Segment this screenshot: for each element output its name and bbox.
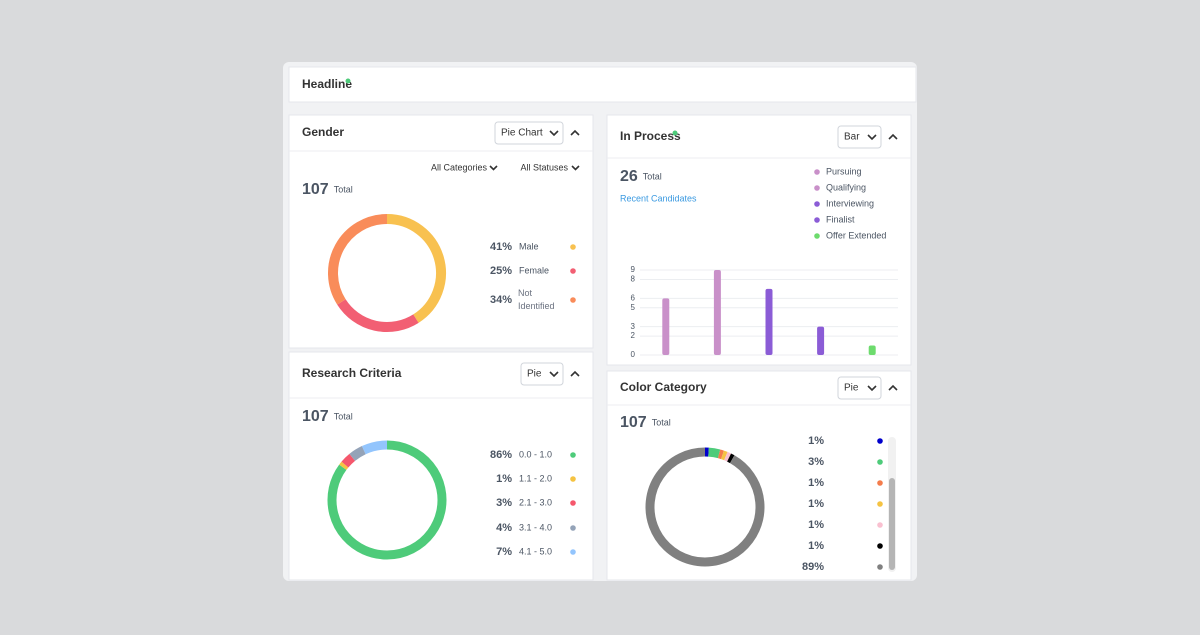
donut-segment xyxy=(723,455,726,456)
legend-dot xyxy=(877,501,883,507)
legend-value: 3% xyxy=(808,456,824,468)
legend-dot xyxy=(877,459,883,465)
status-dot xyxy=(673,131,678,136)
color-category-panel xyxy=(607,371,911,580)
legend-value: 1% xyxy=(808,498,824,510)
dropdown-label[interactable]: Pie xyxy=(527,369,542,380)
donut-segment xyxy=(719,454,722,455)
legend-label: Offer Extended xyxy=(826,230,886,240)
total-label: Total xyxy=(643,171,662,181)
legend-dot xyxy=(570,476,576,482)
legend-label: 4.1 - 5.0 xyxy=(519,546,552,556)
donut-segment xyxy=(345,457,352,464)
legend-value: 34% xyxy=(490,294,512,306)
legend-label: Male xyxy=(519,241,539,251)
status-dot xyxy=(346,79,351,84)
legend-dot xyxy=(570,244,576,250)
legend-dot xyxy=(814,233,820,239)
legend-dot xyxy=(570,452,576,458)
legend-value: 1% xyxy=(808,540,824,552)
legend-value: 41% xyxy=(490,241,512,253)
legend-dot xyxy=(877,522,883,528)
legend-value: 4% xyxy=(496,522,512,534)
legend-dot xyxy=(570,500,576,506)
legend-value: 86% xyxy=(490,449,512,461)
legend-dot xyxy=(570,297,576,303)
legend-label: 3.1 - 4.0 xyxy=(519,522,552,532)
y-tick-label: 8 xyxy=(631,275,636,284)
scroll-thumb[interactable] xyxy=(889,478,895,570)
total: 107 xyxy=(620,414,647,431)
total-label: Total xyxy=(652,417,671,427)
legend-label: Interviewing xyxy=(826,198,874,208)
y-tick-label: 9 xyxy=(631,265,636,274)
filter[interactable]: All Categories xyxy=(431,162,488,172)
legend-dot xyxy=(877,564,883,570)
legend-label: 2.1 - 3.0 xyxy=(519,497,552,507)
headline: Headline xyxy=(302,77,352,91)
bar xyxy=(766,289,773,355)
legend-label: 1.1 - 2.0 xyxy=(519,473,552,483)
dropdown-label[interactable]: Bar xyxy=(844,132,860,143)
y-tick-label: 6 xyxy=(631,293,636,302)
total: 107 xyxy=(302,408,329,425)
donut-segment xyxy=(343,465,345,468)
legend-dot xyxy=(814,185,820,191)
legend-value: 1% xyxy=(808,519,824,531)
legend-dot xyxy=(877,438,883,444)
panel-title: Gender xyxy=(302,125,344,139)
legend-dot xyxy=(570,268,576,274)
y-tick-label: 3 xyxy=(631,322,636,331)
legend-value: 1% xyxy=(808,477,824,489)
filter[interactable]: All Statuses xyxy=(520,162,568,172)
legend-value: 3% xyxy=(496,497,512,509)
bar xyxy=(714,270,721,355)
y-tick-label: 2 xyxy=(631,331,636,340)
panel-title: Color Category xyxy=(620,380,707,394)
legend-dot xyxy=(814,217,820,223)
legend-value: 25% xyxy=(490,265,512,277)
legend-dot xyxy=(877,543,883,549)
legend-label: Pursuing xyxy=(826,166,862,176)
dropdown-label[interactable]: Pie Chart xyxy=(501,128,543,139)
legend-value: 7% xyxy=(496,546,512,558)
legend-value: 1% xyxy=(808,435,824,447)
bar xyxy=(817,327,824,355)
dropdown-label[interactable]: Pie xyxy=(844,383,859,394)
legend-dot xyxy=(570,525,576,531)
legend-label-box: Not Identified xyxy=(518,287,562,317)
total: 26 xyxy=(620,168,638,185)
bar xyxy=(662,298,669,355)
panel-title: In Process xyxy=(620,129,681,143)
total-label: Total xyxy=(334,411,353,421)
legend-dot xyxy=(877,480,883,486)
donut-segment xyxy=(364,445,387,450)
legend-dot xyxy=(814,169,820,175)
legend-label: 0.0 - 1.0 xyxy=(519,449,552,459)
legend-dot xyxy=(814,201,820,207)
legend-label: Finalist xyxy=(826,214,855,224)
donut-segment xyxy=(709,452,720,454)
total-label: Total xyxy=(334,184,353,194)
panel-title: Research Criteria xyxy=(302,366,402,380)
legend-label: Qualifying xyxy=(826,182,866,192)
link[interactable]: Recent Candidates xyxy=(620,193,697,203)
headline-panel xyxy=(289,67,916,102)
legend-dot xyxy=(570,549,576,555)
legend-label: Not Identified xyxy=(518,287,562,313)
bar xyxy=(869,346,876,355)
total: 107 xyxy=(302,181,329,198)
legend-label: Female xyxy=(519,265,549,275)
legend-value: 89% xyxy=(802,561,824,573)
y-tick-label: 0 xyxy=(631,350,636,359)
legend-value: 1% xyxy=(496,473,512,485)
y-tick-label: 5 xyxy=(631,303,636,312)
donut-segment xyxy=(729,458,732,460)
donut-segment xyxy=(726,456,729,457)
